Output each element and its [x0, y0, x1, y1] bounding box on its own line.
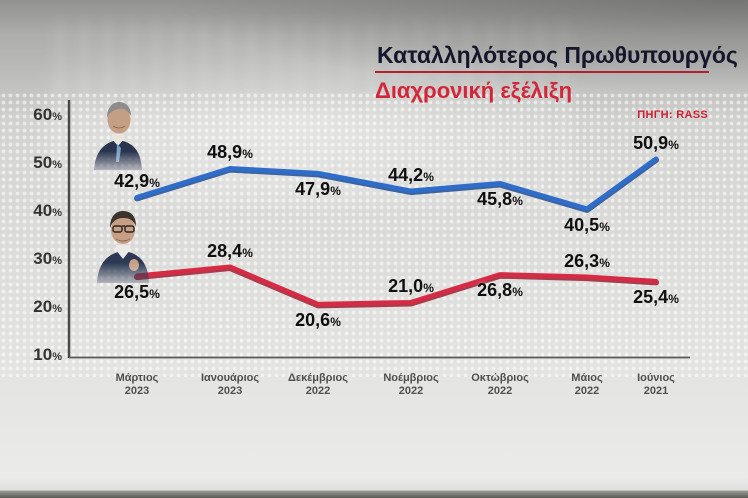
- y-tick-label: 30%: [16, 249, 62, 269]
- percent-sign: %: [52, 303, 62, 315]
- bottom-strip: [0, 490, 748, 498]
- x-axis-month: Οκτώβριος: [471, 372, 529, 384]
- x-axis-month: Νοέμβριος: [383, 372, 439, 384]
- data-label-red: 21,0%: [375, 276, 447, 297]
- x-axis-year: 2022: [487, 385, 513, 397]
- x-axis-label: Δεκέμβριος 2022: [270, 372, 366, 398]
- x-axis-month: Ιανουάριος: [200, 372, 260, 384]
- value-number: 42,9: [114, 171, 150, 192]
- series-line-red: [134, 264, 659, 307]
- x-axis-year: 2022: [398, 385, 424, 397]
- value-number: 26,8: [477, 280, 513, 301]
- percent-sign: %: [512, 194, 523, 209]
- value-number: 10: [33, 345, 53, 364]
- blue-series-person-photo: [82, 96, 154, 175]
- value-number: 40,5: [564, 214, 600, 235]
- x-axis-label: Μάιος 2022: [539, 372, 635, 398]
- data-label-blue: 40,5%: [551, 215, 623, 236]
- percent-sign: %: [668, 292, 679, 307]
- x-axis-year: 2023: [217, 385, 243, 397]
- source-label: ΠΗΓΗ: RASS: [637, 109, 708, 121]
- data-label-blue: 47,9%: [282, 179, 354, 200]
- value-number: 25,4: [633, 287, 669, 308]
- data-label-red: 26,3%: [551, 251, 623, 272]
- data-label-blue: 45,8%: [464, 189, 536, 210]
- percent-sign: %: [52, 111, 62, 123]
- value-number: 20,6: [295, 310, 331, 331]
- percent-sign: %: [330, 184, 341, 199]
- x-axis-month: Δεκέμβριος: [288, 372, 348, 384]
- percent-sign: %: [242, 147, 253, 162]
- page-title: Καταλληλότερος Πρωθυπουργός: [377, 42, 738, 68]
- value-number: 50: [33, 153, 53, 172]
- percent-sign: %: [668, 137, 679, 152]
- value-number: 30: [33, 249, 53, 268]
- y-tick-label: 60%: [16, 105, 62, 125]
- data-label-red: 26,8%: [464, 280, 536, 301]
- x-axis-label: Μάρτιος 2023: [89, 372, 185, 398]
- x-axis-month: Ιούνιος: [637, 372, 675, 384]
- data-label-blue: 42,9%: [101, 171, 173, 192]
- value-number: 26,5: [114, 281, 150, 302]
- value-number: 48,9: [207, 142, 243, 163]
- data-label-blue: 50,9%: [620, 133, 692, 154]
- chart-subtitle: Διαχρονική εξέλιξη: [375, 78, 573, 103]
- y-tick-label: 20%: [16, 297, 62, 317]
- x-axis-year: 2023: [124, 385, 150, 397]
- y-tick-label: 10%: [16, 345, 62, 365]
- red-series-person-photo: [86, 203, 160, 288]
- value-number: 21,0: [388, 276, 424, 297]
- title-underline: [375, 71, 709, 73]
- y-tick-label: 40%: [16, 201, 62, 221]
- person-cutout-red: [97, 211, 149, 283]
- value-number: 26,3: [564, 250, 600, 271]
- value-number: 60: [33, 105, 53, 124]
- percent-sign: %: [599, 255, 610, 270]
- value-number: 44,2: [388, 164, 424, 185]
- data-label-blue: 44,2%: [375, 165, 447, 186]
- series-line-blue: [134, 156, 659, 211]
- percent-sign: %: [423, 169, 434, 184]
- percent-sign: %: [149, 176, 160, 191]
- x-axis-label: Ιανουάριος 2023: [182, 372, 278, 398]
- percent-sign: %: [242, 245, 253, 260]
- data-label-red: 20,6%: [282, 310, 354, 331]
- percent-sign: %: [52, 351, 62, 363]
- x-axis-month: Μάιος: [571, 372, 603, 384]
- x-axis-year: 2022: [305, 385, 331, 397]
- x-axis-label: Ιούνιος 2021: [608, 372, 704, 398]
- x-axis-year: 2021: [643, 385, 669, 397]
- value-number: 50,9: [633, 132, 669, 153]
- data-label-blue: 48,9%: [194, 142, 266, 163]
- value-number: 45,8: [477, 189, 513, 210]
- value-number: 20: [33, 297, 53, 316]
- data-label-red: 28,4%: [194, 241, 266, 262]
- percent-sign: %: [52, 207, 62, 219]
- x-axis-label: Οκτώβριος 2022: [452, 372, 548, 398]
- person-cutout-blue: [94, 102, 142, 170]
- percent-sign: %: [512, 285, 523, 300]
- y-tick-label: 50%: [16, 153, 62, 173]
- data-label-red: 25,4%: [620, 287, 692, 308]
- value-number: 40: [33, 201, 53, 220]
- x-axis-label: Νοέμβριος 2022: [363, 372, 459, 398]
- percent-sign: %: [330, 315, 341, 330]
- percent-sign: %: [52, 159, 62, 171]
- data-label-red: 26,5%: [101, 282, 173, 303]
- percent-sign: %: [52, 255, 62, 267]
- percent-sign: %: [149, 286, 160, 301]
- value-number: 28,4: [207, 240, 243, 261]
- value-number: 47,9: [295, 179, 331, 200]
- percent-sign: %: [599, 219, 610, 234]
- x-axis-month: Μάρτιος: [115, 372, 159, 384]
- percent-sign: %: [423, 281, 434, 296]
- x-axis-year: 2022: [574, 385, 600, 397]
